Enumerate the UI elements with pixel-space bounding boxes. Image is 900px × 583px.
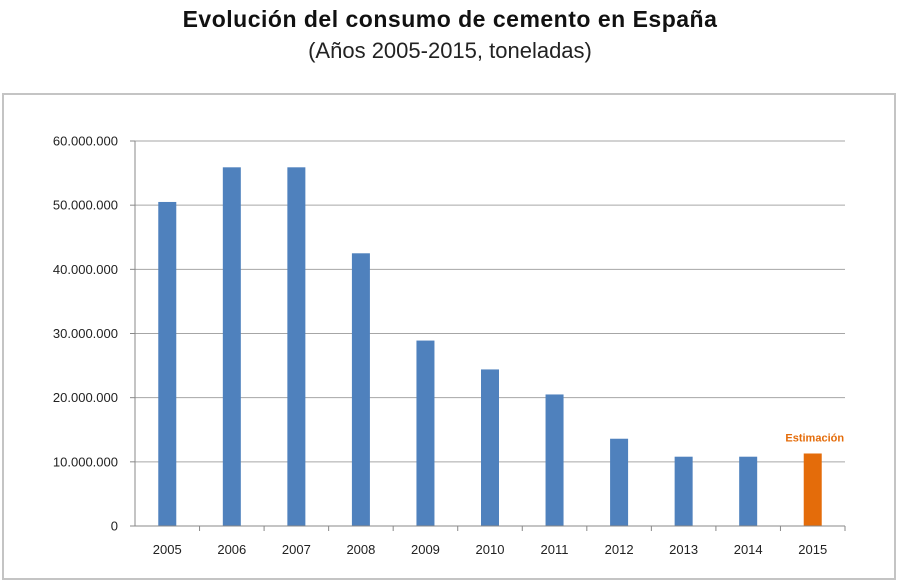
bar-2006 — [222, 167, 241, 526]
x-tick-label: 2006 — [217, 542, 246, 557]
bar-2008 — [351, 253, 370, 526]
x-tick-label: 2013 — [669, 542, 698, 557]
bar-2009 — [416, 340, 435, 526]
estimate-annotation: Estimación — [785, 432, 844, 444]
bar-2007 — [287, 167, 306, 526]
y-tick-label: 40.000.000 — [53, 262, 118, 277]
bar-2015 — [803, 453, 822, 526]
y-tick-label: 20.000.000 — [53, 390, 118, 405]
y-tick-label: 0 — [111, 519, 118, 534]
bar-2014 — [739, 456, 758, 526]
y-tick-label: 30.000.000 — [53, 326, 118, 341]
bar-2012 — [610, 438, 629, 526]
y-tick-label: 50.000.000 — [53, 198, 118, 213]
bar-2005 — [158, 201, 177, 527]
chart-subtitle: (Años 2005-2015, toneladas) — [308, 38, 592, 63]
x-tick-label: 2008 — [346, 542, 375, 557]
x-tick-label: 2014 — [734, 542, 763, 557]
bar-2010 — [481, 369, 499, 526]
x-tick-label: 2010 — [476, 542, 505, 557]
bar-2013 — [674, 456, 693, 526]
x-tick-label: 2012 — [605, 542, 634, 557]
chart-title: Evolución del consumo de cemento en Espa… — [182, 6, 718, 32]
x-tick-label: 2011 — [541, 542, 569, 557]
y-tick-label: 60.000.000 — [53, 134, 118, 149]
y-tick-label: 10.000.000 — [53, 454, 118, 469]
bar-2011 — [545, 394, 564, 526]
x-tick-label: 2015 — [798, 542, 827, 557]
x-tick-label: 2009 — [411, 542, 440, 557]
x-tick-label: 2005 — [153, 542, 182, 557]
x-tick-label: 2007 — [282, 542, 311, 557]
